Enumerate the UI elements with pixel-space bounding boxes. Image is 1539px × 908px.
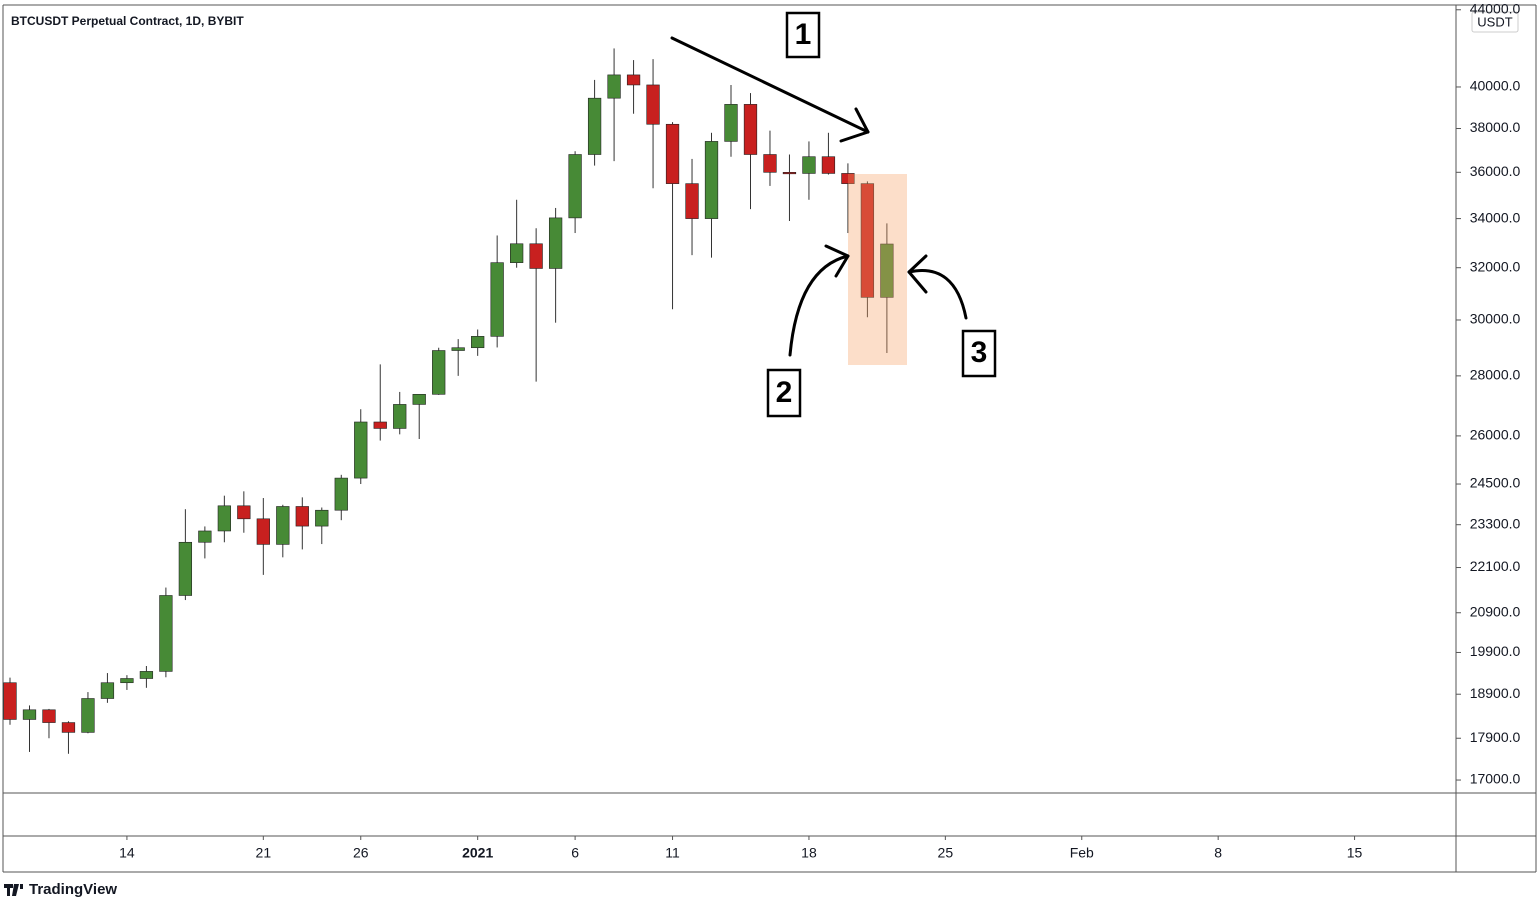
annotation-label: 2: [776, 376, 793, 409]
candle-body: [782, 172, 797, 175]
x-tick-label: 11: [665, 845, 680, 861]
x-tick-label: 6: [571, 845, 579, 861]
candle-body: [704, 141, 719, 219]
annotation-arrows: [670, 36, 968, 357]
candle-body: [393, 404, 407, 429]
branding: TradingView: [4, 881, 117, 898]
candle-body: [120, 678, 134, 684]
candle-body: [295, 506, 309, 527]
candle-body: [81, 698, 95, 733]
annotation-3: 3: [961, 329, 997, 378]
y-tick-label: 18900.0: [1470, 685, 1521, 701]
candle-body: [217, 505, 231, 532]
x-tick-label: 21: [256, 845, 272, 861]
y-tick-label: 19900.0: [1470, 643, 1521, 659]
arrow-head: [839, 107, 870, 143]
candle-body: [646, 84, 660, 125]
candle-body: [412, 393, 426, 405]
annotation-box: [785, 11, 821, 59]
x-tick-label: Feb: [1070, 845, 1094, 861]
y-tick-label: 28000.0: [1470, 367, 1521, 383]
currency-badge: [1471, 11, 1519, 33]
y-tick-label: 24500.0: [1470, 475, 1521, 491]
chart-title: BTCUSDT Perpetual Contract, 1D, BYBIT: [11, 14, 244, 28]
y-tick-label: 17900.0: [1470, 729, 1521, 745]
x-tick-label: 8: [1214, 845, 1222, 861]
candle-body: [139, 671, 154, 679]
candle-body: [548, 217, 563, 269]
candle-body: [743, 104, 758, 155]
arrow-head: [907, 254, 928, 294]
annotation-label: 1: [795, 18, 812, 51]
candle-body: [821, 156, 836, 174]
arrow-head: [824, 244, 850, 278]
candle-body: [100, 682, 115, 699]
x-tick-label: 26: [353, 845, 369, 861]
y-tick-label: 44000.0: [1470, 0, 1521, 16]
candle-body: [665, 123, 680, 184]
y-tick-label: 17000.0: [1470, 771, 1521, 787]
candle-body: [334, 477, 348, 511]
arrow: [788, 254, 850, 357]
annotation-box: [961, 329, 997, 378]
y-tick-label: 20900.0: [1470, 603, 1521, 619]
x-tick-label: 14: [119, 845, 135, 861]
y-tick-label: 40000.0: [1470, 78, 1521, 94]
x-tick-label: 2021: [462, 845, 493, 861]
arrow: [907, 269, 968, 320]
plot-area: [3, 48, 907, 754]
arrow: [670, 36, 870, 134]
candle-body: [451, 347, 465, 351]
y-tick-label: 22100.0: [1470, 558, 1521, 574]
y-tick-label: 36000.0: [1470, 163, 1521, 179]
candle-body: [178, 541, 193, 596]
annotation-2: 2: [766, 368, 802, 418]
x-tick-label: 15: [1347, 845, 1363, 861]
annotation-box: [766, 368, 802, 418]
candle-body: [276, 506, 290, 545]
candle-body: [42, 709, 56, 723]
y-tick-label: 23300.0: [1470, 515, 1521, 531]
candle-body: [860, 183, 875, 298]
candle-body: [802, 156, 816, 174]
candle-body: [510, 243, 524, 263]
x-tick-label: 25: [938, 845, 954, 861]
currency-label: USDT: [1477, 14, 1512, 29]
y-tick-label: 30000.0: [1470, 311, 1521, 327]
annotation-1: 1: [785, 11, 821, 59]
candle-body: [354, 421, 368, 479]
candle-body: [529, 243, 543, 269]
candle-body: [237, 505, 251, 520]
candle-body: [3, 682, 17, 720]
candle-body: [626, 74, 641, 86]
candle-body: [159, 595, 173, 672]
candle-body: [568, 154, 582, 219]
x-tick-label: 18: [801, 845, 817, 861]
highlight-box: [848, 174, 907, 365]
candle-body: [841, 173, 855, 184]
y-tick-label: 32000.0: [1470, 258, 1521, 274]
candle-body: [587, 97, 602, 155]
candle-body: [880, 243, 894, 298]
candle-body: [685, 183, 699, 219]
candle-body: [490, 262, 504, 337]
logo-icon: [4, 884, 23, 896]
candle-body: [373, 421, 387, 429]
annotation-label: 3: [971, 336, 988, 369]
candle-body: [198, 530, 212, 543]
candle-body: [432, 350, 446, 395]
candle-body: [315, 509, 329, 527]
y-tick-label: 26000.0: [1470, 427, 1521, 443]
candle-body: [763, 154, 777, 173]
y-tick-label: 38000.0: [1470, 119, 1521, 135]
logo-text: TradingView: [29, 881, 117, 898]
y-tick-label: 34000.0: [1470, 209, 1521, 225]
candle-body: [607, 74, 621, 99]
candle-body: [471, 336, 485, 349]
candle-body: [724, 104, 738, 142]
candle-body: [256, 518, 270, 545]
candle-body: [61, 722, 76, 733]
candle-body: [22, 709, 37, 720]
